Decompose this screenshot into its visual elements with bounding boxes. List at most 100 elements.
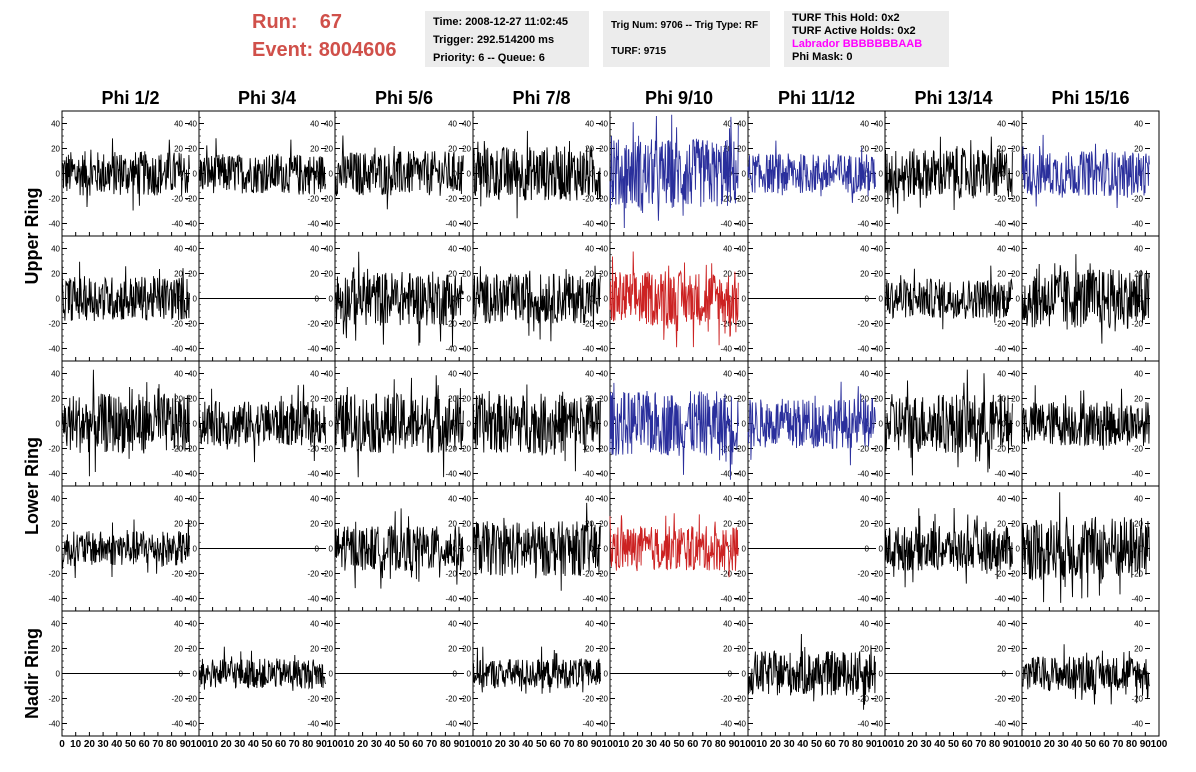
y-tick-label-right: 40 bbox=[997, 370, 1006, 379]
y-tick-label-right: 40 bbox=[310, 495, 319, 504]
y-tick-label-right: 0 bbox=[728, 295, 733, 304]
y-tick-label-right: 40 bbox=[174, 120, 183, 129]
y-tick-label-left: -20 bbox=[321, 570, 333, 579]
y-tick-label-left: 0 bbox=[467, 545, 472, 554]
y-tick-label-left: -20 bbox=[321, 695, 333, 704]
y-tick-label-right: 0 bbox=[590, 295, 595, 304]
y-tick-label-left: 0 bbox=[1016, 420, 1021, 429]
y-tick-label-left: 0 bbox=[56, 420, 61, 429]
waveform-trace bbox=[334, 375, 464, 478]
x-tick-label: 20 bbox=[495, 739, 507, 750]
y-tick-label-left: -40 bbox=[48, 345, 60, 354]
y-tick-label-left: 40 bbox=[324, 245, 333, 254]
y-tick-label-left: -20 bbox=[871, 320, 883, 329]
y-tick-label-right: -40 bbox=[994, 595, 1006, 604]
waveform-trace bbox=[747, 633, 876, 710]
run-value: 67 bbox=[319, 11, 343, 33]
x-tick-label: 50 bbox=[125, 739, 137, 750]
y-tick-label-right: 40 bbox=[997, 120, 1006, 129]
y-tick-label-left: 0 bbox=[56, 295, 61, 304]
y-tick-label-right: 40 bbox=[860, 120, 869, 129]
y-tick-label-right: -40 bbox=[171, 720, 183, 729]
y-tick-label-right: -40 bbox=[307, 595, 319, 604]
y-tick-label-left: 0 bbox=[329, 295, 334, 304]
y-tick-label-left: -40 bbox=[1008, 595, 1020, 604]
turf-this-hold-text: TURF This Hold: 0x2 bbox=[792, 12, 900, 24]
column-header: Phi 3/4 bbox=[238, 88, 296, 108]
x-tick-label: 50 bbox=[948, 739, 960, 750]
y-tick-label-right: 40 bbox=[310, 120, 319, 129]
x-tick-label: 70 bbox=[975, 739, 987, 750]
x-tick-label: 30 bbox=[509, 739, 521, 750]
y-tick-label-right: 40 bbox=[448, 495, 457, 504]
y-tick-label-left: 0 bbox=[56, 170, 61, 179]
x-tick-label: 60 bbox=[962, 739, 974, 750]
y-tick-label-right: 40 bbox=[174, 245, 183, 254]
y-tick-label-right: -40 bbox=[857, 720, 869, 729]
y-tick-label-left: -40 bbox=[185, 345, 197, 354]
y-tick-label-right: 40 bbox=[448, 370, 457, 379]
y-tick-label-left: 0 bbox=[467, 170, 472, 179]
waveform-trace bbox=[198, 138, 326, 195]
y-tick-label-left: 0 bbox=[742, 670, 747, 679]
x-tick-label: 40 bbox=[522, 739, 534, 750]
x-tick-label: 80 bbox=[1126, 739, 1138, 750]
y-tick-label-left: 0 bbox=[56, 670, 61, 679]
y-tick-label-left: 40 bbox=[188, 245, 197, 254]
y-tick-label-right: -20 bbox=[1131, 195, 1143, 204]
y-tick-label-left: -20 bbox=[734, 445, 746, 454]
y-tick-label-left: 20 bbox=[324, 520, 333, 529]
y-tick-label-left: -20 bbox=[734, 195, 746, 204]
y-tick-label-left: -40 bbox=[321, 470, 333, 479]
y-tick-label-left: 40 bbox=[874, 370, 883, 379]
y-tick-label-left: 0 bbox=[329, 420, 334, 429]
y-tick-label-right: -20 bbox=[445, 445, 457, 454]
x-tick-label: 20 bbox=[357, 739, 369, 750]
ring-label: Upper Ring bbox=[22, 188, 42, 285]
y-tick-label-left: -40 bbox=[459, 345, 471, 354]
y-tick-label-right: 40 bbox=[585, 120, 594, 129]
y-tick-label-left: 0 bbox=[1016, 295, 1021, 304]
y-tick-label-right: 0 bbox=[453, 295, 458, 304]
x-tick-label: 20 bbox=[221, 739, 233, 750]
x-tick-label: 70 bbox=[289, 739, 301, 750]
x-tick-label: 90 bbox=[180, 739, 192, 750]
x-tick-label: 10 bbox=[207, 739, 219, 750]
y-tick-label-left: 20 bbox=[1011, 645, 1020, 654]
y-tick-label-right: -40 bbox=[720, 595, 732, 604]
y-tick-label-right: 20 bbox=[310, 270, 319, 279]
y-tick-label-left: -20 bbox=[185, 195, 197, 204]
y-tick-label-right: 20 bbox=[997, 645, 1006, 654]
y-tick-label-left: 40 bbox=[462, 120, 471, 129]
y-tick-label-right: 20 bbox=[860, 395, 869, 404]
y-tick-label-left: -20 bbox=[321, 445, 333, 454]
y-tick-label-left: 0 bbox=[193, 170, 198, 179]
y-tick-label-right: -40 bbox=[582, 220, 594, 229]
y-tick-label-left: 40 bbox=[874, 620, 883, 629]
x-tick-label: 100 bbox=[327, 739, 344, 750]
y-tick-label-left: 0 bbox=[329, 545, 334, 554]
y-tick-label-right: -20 bbox=[994, 445, 1006, 454]
y-tick-label-right: -20 bbox=[307, 195, 319, 204]
run-event-box: Run: 67 Event: 8004606 bbox=[252, 8, 397, 64]
y-tick-label-right: -20 bbox=[720, 695, 732, 704]
x-tick-label: 30 bbox=[921, 739, 933, 750]
y-tick-label-left: -40 bbox=[871, 595, 883, 604]
x-tick-label: 30 bbox=[98, 739, 110, 750]
y-tick-label-left: 40 bbox=[737, 120, 746, 129]
x-tick-label: 30 bbox=[234, 739, 246, 750]
x-tick-label: 50 bbox=[811, 739, 823, 750]
y-tick-label-left: -20 bbox=[459, 695, 471, 704]
y-tick-label-left: -40 bbox=[185, 595, 197, 604]
y-tick-label-left: -40 bbox=[1008, 470, 1020, 479]
y-tick-label-left: -40 bbox=[1008, 345, 1020, 354]
y-tick-label-left: 20 bbox=[324, 645, 333, 654]
y-tick-label-left: -40 bbox=[734, 220, 746, 229]
y-tick-label-left: 40 bbox=[737, 370, 746, 379]
y-tick-label-right: 20 bbox=[997, 145, 1006, 154]
y-tick-label-left: 20 bbox=[51, 645, 60, 654]
x-tick-label: 40 bbox=[385, 739, 397, 750]
waveform-trace bbox=[1021, 134, 1150, 209]
x-tick-label: 60 bbox=[412, 739, 424, 750]
y-tick-label-right: -20 bbox=[171, 195, 183, 204]
